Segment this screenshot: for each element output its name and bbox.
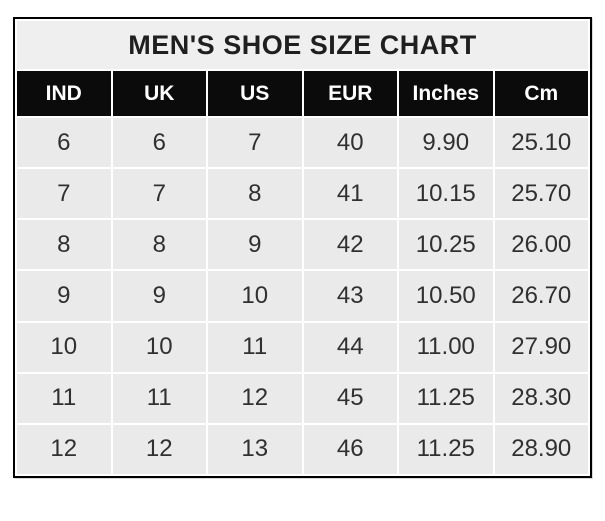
- cell-us: 8: [208, 169, 302, 219]
- column-header-eur: EUR: [303, 71, 397, 116]
- shoe-size-chart-table: MEN'S SHOE SIZE CHART IND UK US EUR Inches Cm…: [13, 17, 592, 478]
- cell-eur: 42: [303, 220, 397, 270]
- cell-uk: 12: [112, 424, 206, 474]
- cell-ind: 11: [17, 373, 111, 423]
- cell-cm: 26.70: [494, 271, 588, 321]
- cell-eur: 44: [303, 322, 397, 372]
- cell-ind: 9: [17, 271, 111, 321]
- column-header-ind: IND: [17, 71, 111, 116]
- cell-inches: 11.25: [399, 424, 493, 474]
- cell-us: 10: [208, 271, 302, 321]
- cell-us: 9: [208, 220, 302, 270]
- table-row: 10 10 11 44 11.00 27.90: [17, 322, 588, 372]
- cell-inches: 11.00: [399, 322, 493, 372]
- table-row: 7 7 8 41 10.15 25.70: [17, 169, 588, 219]
- cell-inches: 10.25: [399, 220, 493, 270]
- title-row: MEN'S SHOE SIZE CHART: [17, 21, 588, 69]
- cell-cm: 25.70: [494, 169, 588, 219]
- column-header-cm: Cm: [494, 71, 588, 116]
- table-body: 6 6 7 40 9.90 25.10 7 7 8 41 10.15 25.70 8 8 9 42 10.25 2…: [17, 118, 588, 474]
- cell-ind: 7: [17, 169, 111, 219]
- cell-ind: 12: [17, 424, 111, 474]
- cell-uk: 6: [112, 118, 206, 168]
- cell-cm: 28.30: [494, 373, 588, 423]
- cell-eur: 41: [303, 169, 397, 219]
- header-row: IND UK US EUR Inches Cm: [17, 71, 588, 116]
- cell-eur: 46: [303, 424, 397, 474]
- cell-eur: 40: [303, 118, 397, 168]
- cell-inches: 10.15: [399, 169, 493, 219]
- cell-us: 12: [208, 373, 302, 423]
- cell-ind: 8: [17, 220, 111, 270]
- cell-uk: 10: [112, 322, 206, 372]
- cell-eur: 45: [303, 373, 397, 423]
- cell-cm: 25.10: [494, 118, 588, 168]
- column-header-inches: Inches: [399, 71, 493, 116]
- cell-cm: 27.90: [494, 322, 588, 372]
- column-header-us: US: [208, 71, 302, 116]
- cell-us: 13: [208, 424, 302, 474]
- cell-cm: 28.90: [494, 424, 588, 474]
- table-row: 9 9 10 43 10.50 26.70: [17, 271, 588, 321]
- cell-eur: 43: [303, 271, 397, 321]
- cell-inches: 10.50: [399, 271, 493, 321]
- cell-uk: 11: [112, 373, 206, 423]
- shoe-size-chart: MEN'S SHOE SIZE CHART IND UK US EUR Inches Cm…: [13, 17, 592, 478]
- column-header-uk: UK: [112, 71, 206, 116]
- cell-us: 7: [208, 118, 302, 168]
- table-row: 12 12 13 46 11.25 28.90: [17, 424, 588, 474]
- table-row: 8 8 9 42 10.25 26.00: [17, 220, 588, 270]
- cell-uk: 8: [112, 220, 206, 270]
- cell-cm: 26.00: [494, 220, 588, 270]
- chart-title: MEN'S SHOE SIZE CHART: [17, 21, 588, 69]
- cell-us: 11: [208, 322, 302, 372]
- cell-uk: 9: [112, 271, 206, 321]
- cell-inches: 11.25: [399, 373, 493, 423]
- cell-ind: 10: [17, 322, 111, 372]
- table-row: 11 11 12 45 11.25 28.30: [17, 373, 588, 423]
- cell-uk: 7: [112, 169, 206, 219]
- cell-ind: 6: [17, 118, 111, 168]
- table-row: 6 6 7 40 9.90 25.10: [17, 118, 588, 168]
- cell-inches: 9.90: [399, 118, 493, 168]
- table-head: MEN'S SHOE SIZE CHART IND UK US EUR Inches Cm: [17, 21, 588, 116]
